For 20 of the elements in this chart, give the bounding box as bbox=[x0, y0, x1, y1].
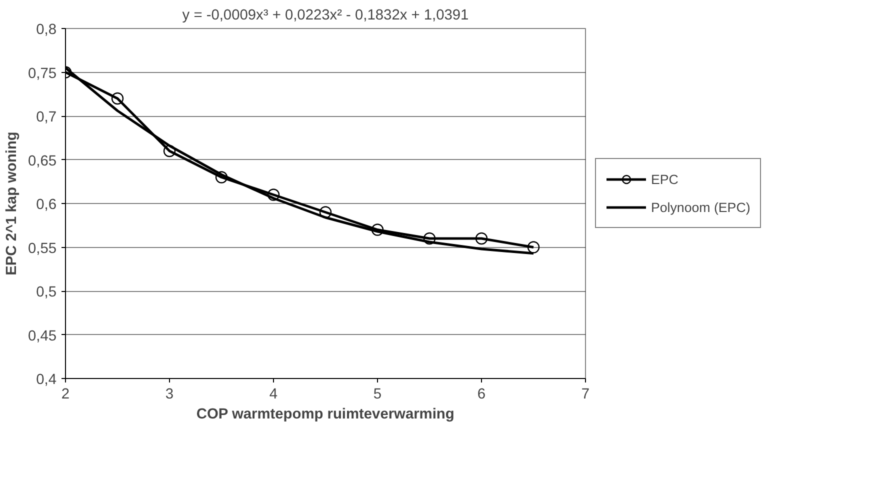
legend-label: EPC bbox=[651, 172, 678, 186]
y-tick-label: 0,75 bbox=[28, 66, 57, 82]
x-tick-label: 5 bbox=[373, 386, 382, 402]
y-tick-label: 0,45 bbox=[28, 328, 57, 344]
x-tick-label: 6 bbox=[477, 386, 486, 402]
text: y = -0,0009x³ + 0,0223x² - 0,1832x + 1,0391 bbox=[182, 8, 469, 24]
y-tick-label: 0,7 bbox=[36, 110, 56, 126]
y-axis-title: EPC 2^1 kap woning bbox=[4, 132, 20, 276]
y-tick-label: 0,5 bbox=[36, 284, 56, 300]
y-tick-label: 0,4 bbox=[36, 372, 56, 388]
x-tick-label: 2 bbox=[61, 386, 70, 402]
x-tick-label: 7 bbox=[581, 386, 590, 402]
y-tick-label: 0,65 bbox=[28, 153, 57, 170]
legend-label: Polynoom (EPC) bbox=[651, 200, 750, 214]
x-tick-label: 3 bbox=[165, 386, 174, 402]
x-tick-label: 4 bbox=[269, 386, 278, 402]
y-tick-label: 0,55 bbox=[28, 240, 57, 257]
y-tick-label: 0,8 bbox=[36, 22, 56, 38]
x-axis-title: COP warmtepomp ruimteverwarming bbox=[196, 406, 454, 422]
y-tick-label: 0,6 bbox=[36, 197, 56, 213]
